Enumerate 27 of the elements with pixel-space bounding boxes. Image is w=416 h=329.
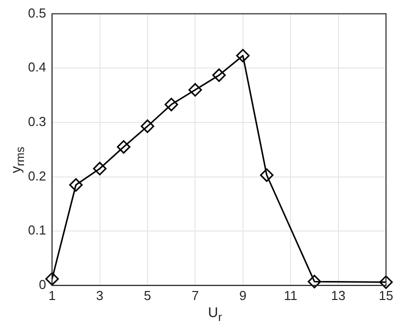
- point: [45, 272, 59, 286]
- y-tick-label: 0.5: [28, 5, 46, 20]
- point: [93, 162, 107, 176]
- x-tick-label: 3: [96, 288, 104, 303]
- y-tick-label: 0.3: [28, 114, 46, 130]
- point: [69, 178, 83, 192]
- point: [379, 275, 393, 289]
- x-tick-label: 7: [192, 288, 199, 303]
- y-tick-label: 0.2: [28, 168, 46, 184]
- x-tick-label: 9: [239, 288, 247, 303]
- x-tick-label: 15: [378, 288, 394, 303]
- point: [260, 168, 274, 182]
- y-tick-label: 0.4: [28, 60, 46, 75]
- point: [212, 68, 226, 82]
- point: [236, 48, 250, 62]
- y-tick-label: 0.1: [28, 222, 46, 238]
- point: [308, 274, 322, 288]
- point: [188, 83, 202, 97]
- x-tick-label: 1: [48, 288, 56, 303]
- point: [140, 119, 154, 133]
- point: [116, 140, 130, 154]
- point: [164, 98, 178, 112]
- x-tick-label: 5: [144, 288, 152, 303]
- y-tick-label: 0: [38, 276, 46, 292]
- x-axis-title: U$_{r}$: [208, 304, 222, 324]
- x-tick-label: 13: [331, 288, 346, 303]
- x-tick-label: 11: [284, 288, 298, 303]
